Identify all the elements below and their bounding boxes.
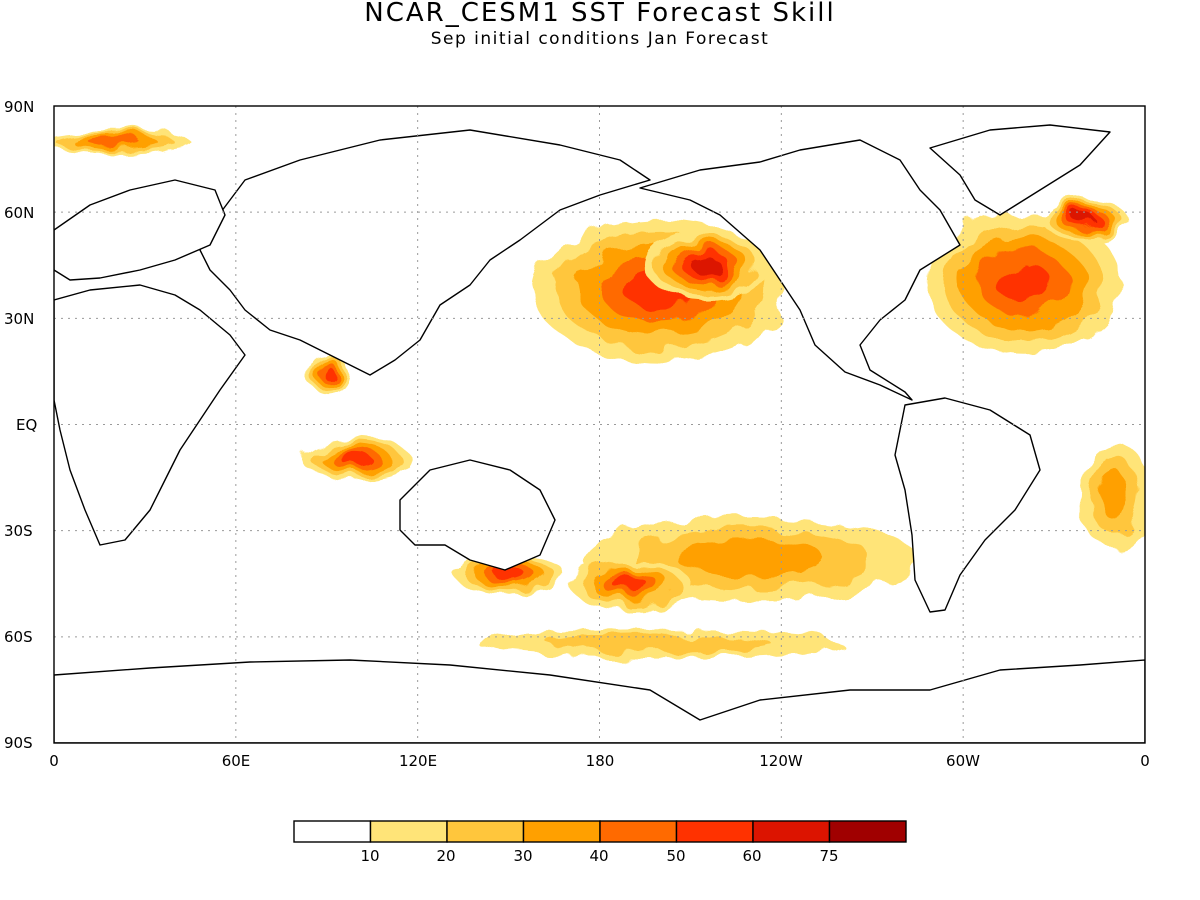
legend-swatch (293, 820, 372, 843)
skill-contour (996, 262, 1052, 304)
skill-contour (341, 453, 373, 466)
lon-label: 0 (49, 752, 59, 770)
legend-swatch (675, 820, 754, 843)
north-america-outline (639, 139, 961, 401)
legend-label: 50 (666, 847, 685, 865)
lon-label: 120E (399, 752, 437, 770)
legend-label: 10 (360, 847, 379, 865)
lat-label: 90S (4, 734, 33, 752)
africa-outline (54, 284, 246, 546)
legend-swatch (446, 820, 525, 843)
south-america-outline (894, 397, 1041, 613)
legend-label: 75 (819, 847, 838, 865)
legend-label: 40 (589, 847, 608, 865)
legend-label: 30 (513, 847, 532, 865)
map-title: NCAR_CESM1 SST Forecast Skill (364, 0, 836, 28)
legend-label: 60 (742, 847, 761, 865)
lon-label: 180 (586, 752, 615, 770)
skill-shading (54, 130, 1145, 659)
skill-contour (320, 365, 333, 378)
lat-label: 30N (4, 310, 34, 328)
longitude-labels: 0 60E 120E 180 120W 60W 0 (49, 752, 1150, 770)
lon-label: 0 (1140, 752, 1150, 770)
lat-label: 30S (4, 522, 33, 540)
lat-label: EQ (16, 416, 37, 434)
lat-label: 90N (4, 98, 34, 116)
latitude-labels: 90N 60N 30N EQ 30S 60S 90S (4, 98, 37, 752)
legend-swatch (599, 820, 678, 843)
color-legend (293, 820, 907, 843)
skill-contour (548, 635, 773, 653)
skill-contour (676, 540, 826, 578)
plot-frame (53, 105, 1146, 744)
skill-contour (1098, 471, 1131, 519)
legend-swatch (369, 820, 448, 843)
lat-label: 60N (4, 204, 34, 222)
greenland-outline (929, 124, 1111, 216)
legend-label: 20 (436, 847, 455, 865)
skill-contour (492, 567, 525, 580)
skill-contour (88, 137, 141, 146)
lon-label: 120W (759, 752, 803, 770)
skill-contour (1074, 214, 1095, 225)
graticule (54, 106, 1145, 743)
legend-labels: 10 20 30 40 50 60 75 (360, 847, 838, 865)
europe-outline (54, 179, 226, 281)
eurasia-outline (199, 129, 651, 376)
legend-swatch (522, 820, 601, 843)
map-subtitle: Sep initial conditions Jan Forecast (430, 29, 770, 49)
lon-label: 60E (222, 752, 251, 770)
skill-contour (612, 576, 648, 591)
australia-outline (399, 459, 556, 571)
continent-outlines (54, 124, 1145, 743)
lat-label: 60S (4, 628, 33, 646)
skill-contour (690, 256, 721, 274)
legend-swatch (828, 820, 907, 843)
legend-swatch (752, 820, 831, 843)
lon-label: 60W (946, 752, 980, 770)
